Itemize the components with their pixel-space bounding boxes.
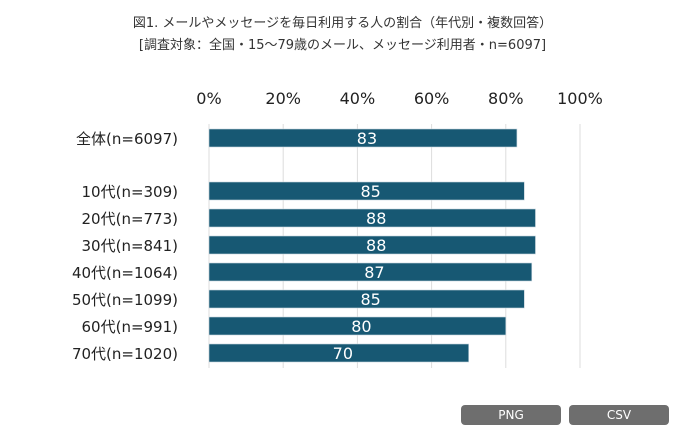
data-label: 88 xyxy=(366,209,386,228)
x-tick-label: 40% xyxy=(340,89,376,108)
bar xyxy=(208,316,507,336)
bar xyxy=(208,128,518,148)
data-label: 85 xyxy=(360,290,380,309)
x-tick-label: 0% xyxy=(196,89,221,108)
data-label: 83 xyxy=(357,129,377,148)
data-label: 87 xyxy=(364,263,384,282)
bar xyxy=(208,289,525,309)
category-label: 30代(n=841) xyxy=(82,237,179,255)
chart-subtitle: [調査対象：全国・15〜79歳のメール、メッセージ利用者・n=6097] xyxy=(138,38,547,53)
x-tick-label: 80% xyxy=(488,89,524,108)
data-label: 70 xyxy=(333,344,353,363)
download-png-button[interactable]: PNG xyxy=(461,405,561,425)
category-label: 20代(n=773) xyxy=(82,210,179,228)
category-label: 10代(n=309) xyxy=(82,183,179,201)
x-tick-label: 20% xyxy=(265,89,301,108)
download-csv-button[interactable]: CSV xyxy=(569,405,669,425)
x-tick-label: 60% xyxy=(414,89,450,108)
category-label: 50代(n=1099) xyxy=(72,291,178,309)
category-label: 70代(n=1020) xyxy=(72,345,178,363)
category-label: 全体(n=6097) xyxy=(76,130,178,148)
bar xyxy=(208,235,536,255)
category-label: 60代(n=991) xyxy=(82,318,179,336)
data-label: 80 xyxy=(351,317,371,336)
data-label: 88 xyxy=(366,236,386,255)
bar xyxy=(208,181,525,201)
category-label: 40代(n=1064) xyxy=(72,264,178,282)
bar xyxy=(208,208,536,228)
chart-title: 図1. メールやメッセージを毎日利用する人の割合（年代別・複数回答） xyxy=(132,16,553,31)
bar xyxy=(208,262,533,282)
x-tick-label: 100% xyxy=(557,89,603,108)
bar xyxy=(208,343,470,363)
data-label: 85 xyxy=(360,182,380,201)
